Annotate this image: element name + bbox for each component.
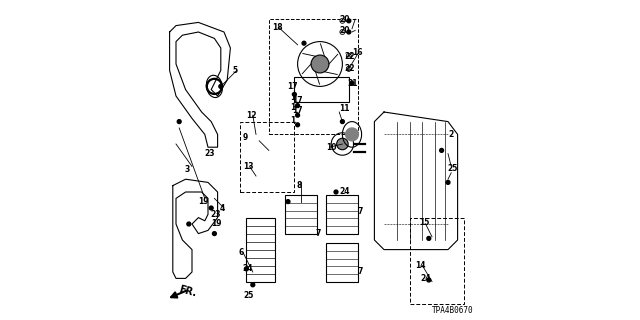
Bar bbox=[240, 122, 294, 192]
Circle shape bbox=[440, 148, 444, 152]
Circle shape bbox=[346, 53, 351, 59]
Circle shape bbox=[212, 232, 216, 236]
Circle shape bbox=[347, 19, 351, 23]
Circle shape bbox=[251, 283, 255, 287]
Text: 8: 8 bbox=[296, 181, 302, 190]
Circle shape bbox=[302, 41, 306, 45]
Circle shape bbox=[337, 138, 348, 150]
Text: 24: 24 bbox=[243, 264, 253, 273]
Bar bbox=[326, 243, 358, 282]
Circle shape bbox=[350, 81, 354, 85]
Text: 18: 18 bbox=[273, 23, 283, 32]
Circle shape bbox=[187, 222, 191, 226]
Text: 5: 5 bbox=[232, 66, 238, 75]
Circle shape bbox=[446, 180, 450, 184]
Text: 22: 22 bbox=[344, 52, 355, 60]
Circle shape bbox=[286, 200, 290, 204]
Text: 23: 23 bbox=[204, 149, 215, 158]
Text: 15: 15 bbox=[419, 218, 429, 227]
Circle shape bbox=[209, 81, 220, 92]
Bar bbox=[326, 195, 358, 234]
Bar bbox=[246, 218, 275, 282]
Text: FR.: FR. bbox=[178, 285, 198, 299]
Text: 3: 3 bbox=[184, 165, 190, 174]
Circle shape bbox=[427, 236, 431, 240]
Circle shape bbox=[177, 120, 181, 124]
Bar bbox=[269, 19, 358, 134]
Text: 2: 2 bbox=[449, 130, 454, 139]
Text: 10: 10 bbox=[326, 143, 337, 152]
Circle shape bbox=[340, 120, 344, 124]
Text: 7: 7 bbox=[358, 207, 364, 216]
Text: 20: 20 bbox=[340, 15, 350, 24]
Circle shape bbox=[206, 78, 223, 94]
Text: 7: 7 bbox=[358, 268, 364, 276]
Bar bbox=[410, 218, 464, 304]
Text: 22: 22 bbox=[344, 64, 355, 73]
Circle shape bbox=[219, 84, 223, 88]
Text: 25: 25 bbox=[243, 292, 254, 300]
Text: 20: 20 bbox=[340, 26, 350, 35]
Text: 1: 1 bbox=[290, 116, 296, 124]
Text: TPA4B0670: TPA4B0670 bbox=[432, 306, 474, 315]
Circle shape bbox=[296, 123, 300, 127]
Bar bbox=[285, 195, 317, 234]
Text: 12: 12 bbox=[246, 111, 257, 120]
Text: 17: 17 bbox=[287, 82, 298, 91]
Circle shape bbox=[347, 30, 351, 34]
Text: 1: 1 bbox=[290, 103, 296, 112]
Text: 24: 24 bbox=[420, 274, 431, 283]
Text: 19: 19 bbox=[198, 197, 209, 206]
Text: 23: 23 bbox=[211, 210, 221, 219]
Text: 9: 9 bbox=[242, 133, 248, 142]
Circle shape bbox=[244, 267, 248, 271]
Circle shape bbox=[347, 54, 351, 58]
Circle shape bbox=[427, 278, 431, 282]
Text: 14: 14 bbox=[415, 261, 426, 270]
Text: 6: 6 bbox=[239, 248, 244, 257]
Circle shape bbox=[347, 67, 351, 71]
Circle shape bbox=[334, 190, 338, 194]
Text: 1: 1 bbox=[290, 93, 296, 102]
Text: 21: 21 bbox=[348, 79, 358, 88]
Text: 17: 17 bbox=[292, 106, 303, 115]
Circle shape bbox=[311, 55, 329, 73]
Circle shape bbox=[209, 206, 213, 210]
Text: 25: 25 bbox=[447, 164, 458, 172]
Text: 7: 7 bbox=[316, 229, 321, 238]
Text: 16: 16 bbox=[353, 48, 363, 57]
Circle shape bbox=[346, 128, 358, 141]
Text: 17: 17 bbox=[292, 96, 303, 105]
Circle shape bbox=[340, 29, 345, 35]
Circle shape bbox=[292, 92, 296, 96]
Text: 24: 24 bbox=[339, 188, 350, 196]
Bar bbox=[294, 77, 349, 102]
Text: 19: 19 bbox=[211, 220, 221, 228]
Text: 13: 13 bbox=[243, 162, 253, 171]
Text: 4: 4 bbox=[220, 204, 225, 212]
Circle shape bbox=[296, 113, 300, 117]
Circle shape bbox=[340, 18, 345, 23]
Circle shape bbox=[346, 66, 351, 71]
Circle shape bbox=[296, 104, 300, 108]
Text: 11: 11 bbox=[339, 104, 349, 113]
